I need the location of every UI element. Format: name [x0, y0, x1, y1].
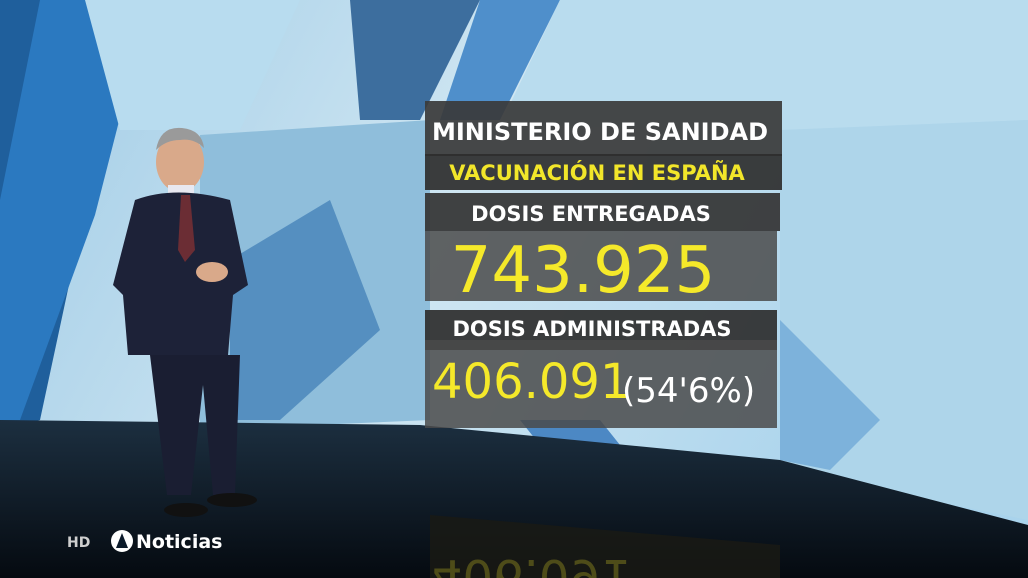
panel-reflection: 406.091 [432, 548, 631, 578]
wall-shape [85, 0, 300, 130]
logo-icon-mark [116, 533, 128, 548]
panel-source: MINISTERIO DE SANIDAD [432, 118, 768, 146]
administered-value: 406.091 [432, 354, 631, 410]
panel-row [425, 101, 782, 156]
panel-row [425, 154, 782, 190]
wall-shape [500, 0, 1028, 130]
reflection-text: 406.091 [432, 548, 631, 578]
presenter [113, 127, 257, 517]
panel-row [425, 231, 777, 301]
delivered-label: DOSIS ENTREGADAS [471, 202, 711, 226]
panel-row [425, 340, 777, 428]
logo-text: Noticias [136, 531, 222, 553]
wall-shape [350, 0, 480, 120]
delivered-value: 743.925 [451, 234, 716, 308]
administered-share: (54'6%) [622, 371, 755, 411]
studio-floor [0, 420, 1028, 578]
data-panel: MINISTERIO DE SANIDAD VACUNACIÓN EN ESPA… [425, 101, 782, 428]
panel-row [425, 193, 780, 231]
wall-shape [0, 0, 150, 420]
wall-shape [780, 320, 880, 470]
quality-badge: HD [67, 535, 90, 551]
floor-reflection [430, 515, 780, 578]
wall-shape [230, 200, 380, 420]
wall-shape [440, 0, 560, 120]
panel-subtitle: VACUNACIÓN EN ESPAÑA [449, 160, 745, 185]
administered-label: DOSIS ADMINISTRADAS [452, 317, 731, 341]
